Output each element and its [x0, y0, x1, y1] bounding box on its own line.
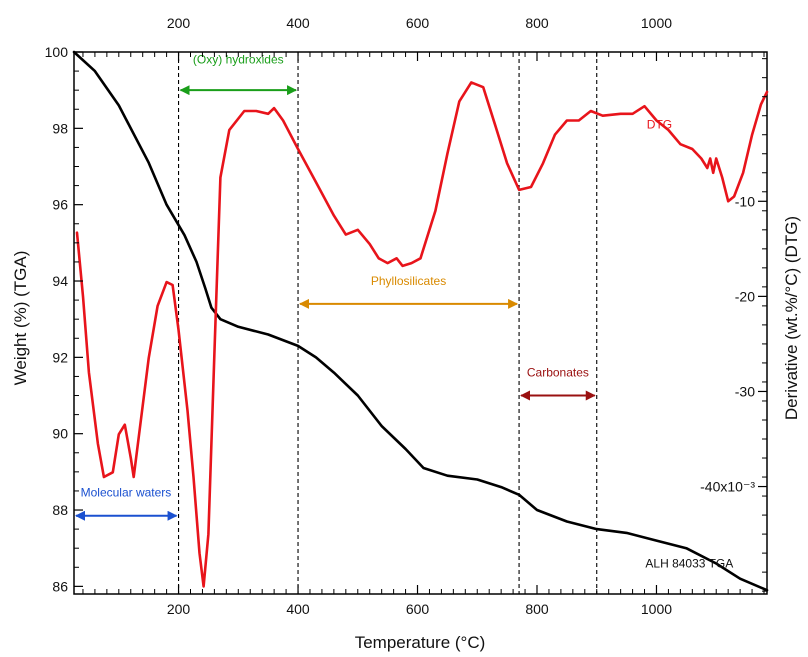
- y-left-axis-title: Weight (%) (TGA): [11, 251, 30, 386]
- x-tick-label: 1000: [641, 601, 672, 617]
- y-left-tick-label: 96: [52, 197, 68, 213]
- x-top-tick-label: 400: [286, 15, 310, 31]
- y-right-tick-label: -30: [735, 383, 755, 399]
- y-right-tick-label: -40x10⁻³: [700, 479, 755, 495]
- y-left-tick-label: 92: [52, 349, 68, 365]
- plot-border: [73, 51, 768, 595]
- annotation-label: Carbonates: [527, 365, 589, 379]
- x-top-tick-label: 1000: [641, 15, 672, 31]
- x-tick-label: 200: [167, 601, 191, 617]
- axes: 200 200 400 400 600 600 800 800 1000 1000 86 88 90 92…: [45, 15, 767, 617]
- x-top-tick-label: 200: [167, 15, 191, 31]
- annotation-label: Phyllosilicates: [371, 274, 446, 288]
- data-series: [72, 50, 769, 592]
- y-left-tick-label: 86: [52, 578, 68, 594]
- y-right-tick-label: -10: [735, 193, 755, 209]
- y-left-tick-label: 88: [52, 502, 68, 518]
- annotation-label: ALH 84033 TGA: [645, 556, 733, 570]
- x-tick-label: 800: [525, 601, 549, 617]
- dtg-curve: [75, 81, 769, 588]
- y-right-tick-label: -20: [735, 288, 755, 304]
- y-left-tick-label: 98: [52, 120, 68, 136]
- x-axis-title: Temperature (°C): [355, 633, 486, 652]
- annotation-label: Molecular waters: [81, 486, 172, 500]
- x-top-tick-label: 600: [406, 15, 430, 31]
- x-tick-label: 400: [286, 601, 310, 617]
- x-tick-label: 600: [406, 601, 430, 617]
- y-right-axis-title: Derivative (wt.%/°C) (DTG): [782, 216, 801, 420]
- y-left-tick-label: 90: [52, 426, 68, 442]
- annotation-label: (Oxy) hydroxides: [193, 52, 284, 66]
- annotations: (Oxy) hydroxides Phyllosilicates Carbonate…: [75, 52, 733, 570]
- y-left-tick-label: 100: [45, 44, 69, 60]
- annotation-label: DTG: [647, 117, 672, 131]
- reference-lines: [177, 52, 598, 594]
- x-top-tick-label: 800: [525, 15, 549, 31]
- plot-frame: [73, 51, 768, 595]
- y-left-tick-label: 94: [52, 273, 68, 289]
- tga-curve: [72, 50, 769, 592]
